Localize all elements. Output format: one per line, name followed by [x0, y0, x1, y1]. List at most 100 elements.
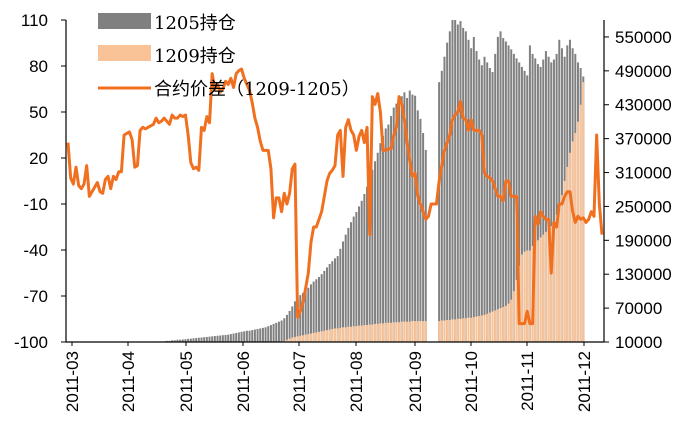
bar-1209持仓 [456, 318, 459, 342]
bar-1205持仓 [547, 56, 550, 342]
bar-1205持仓 [342, 241, 345, 342]
bar-1205持仓 [534, 58, 537, 342]
bar-1209持仓 [555, 214, 558, 342]
bar-1209持仓 [491, 311, 494, 342]
bar-1209持仓 [454, 319, 457, 342]
bar-1209持仓 [352, 326, 355, 342]
bar-1205持仓 [488, 68, 491, 343]
bar-1209持仓 [355, 326, 358, 342]
bar-1205持仓 [456, 24, 459, 343]
bar-1205持仓 [240, 331, 243, 342]
right-tick-label: 550000 [615, 28, 672, 47]
bar-1205持仓 [224, 334, 227, 342]
bar-1205持仓 [248, 330, 251, 342]
bar-1209持仓 [464, 318, 467, 342]
bar-1205持仓 [403, 92, 406, 342]
bar-1209持仓 [363, 325, 366, 342]
bar-1209持仓 [462, 318, 465, 342]
bar-1209持仓 [366, 325, 369, 342]
bar-1205持仓 [317, 277, 320, 342]
bar-1205持仓 [179, 339, 182, 342]
bar-1205持仓 [379, 143, 382, 342]
bar-1209持仓 [371, 324, 374, 342]
bar-1205持仓 [205, 336, 208, 342]
bar-1205持仓 [422, 132, 425, 342]
bar-1205持仓 [269, 325, 272, 342]
bar-1209持仓 [574, 132, 577, 342]
bar-1205持仓 [259, 328, 262, 342]
bar-1209持仓 [291, 337, 294, 342]
bar-1205持仓 [328, 264, 331, 342]
bar-1205持仓 [480, 65, 483, 342]
bar-1209持仓 [387, 322, 390, 342]
bar-1205持仓 [323, 270, 326, 342]
bar-1205持仓 [406, 97, 409, 343]
bar-1209持仓 [390, 322, 393, 342]
legend-label-spread: 合约价差（1209-1205） [154, 79, 360, 100]
bar-1205持仓 [261, 327, 264, 342]
bar-1209持仓 [350, 326, 353, 342]
bar-1209持仓 [422, 321, 425, 342]
x-tick-label: 2011-09 [406, 351, 425, 412]
bar-1205持仓 [478, 59, 481, 342]
bar-1205持仓 [496, 36, 499, 342]
bar-1209持仓 [398, 322, 401, 342]
bar-1205持仓 [467, 39, 470, 343]
left-tick-label: 80 [29, 57, 48, 76]
bar-1209持仓 [411, 321, 414, 342]
bar-1205持仓 [438, 82, 441, 342]
bar-1209持仓 [579, 104, 582, 343]
bar-1209持仓 [552, 222, 555, 342]
bar-1205持仓 [411, 94, 414, 342]
bar-1205持仓 [414, 95, 417, 342]
bar-1209持仓 [416, 321, 419, 342]
bar-1209持仓 [523, 251, 526, 342]
line-layer-spread [66, 67, 604, 326]
bar-1205持仓 [184, 339, 187, 342]
bar-1209持仓 [301, 335, 304, 342]
bar-1209持仓 [446, 319, 449, 342]
bar-1205持仓 [227, 334, 230, 342]
plot-frame [65, 20, 605, 343]
bar-1205持仓 [528, 45, 531, 343]
right-tick-label: 250000 [615, 197, 672, 216]
right-tick-label: 70000 [615, 299, 662, 318]
bar-1205持仓 [555, 53, 558, 342]
bar-1209持仓 [576, 121, 579, 343]
left-ticks: 110 80 50 20 -10 -40 -70 -100 [14, 11, 66, 352]
bar-1205持仓 [171, 340, 174, 342]
bar-1205持仓 [398, 99, 401, 342]
bar-1205持仓 [523, 70, 526, 342]
bar-1205持仓 [291, 306, 294, 342]
left-tick-label: -40 [23, 241, 48, 260]
bar-1209持仓 [347, 326, 350, 342]
x-ticks: 2011-03 2011-04 2011-05 2011-06 2011-07 2011-… [63, 342, 594, 412]
left-tick-label: 110 [21, 11, 48, 30]
bar-1205持仓 [491, 71, 494, 342]
bar-1205持仓 [339, 248, 342, 342]
legend-label-1209: 1209持仓 [154, 46, 236, 67]
bar-1209持仓 [328, 329, 331, 342]
bar-1205持仓 [243, 331, 246, 342]
bar-1205持仓 [216, 335, 219, 342]
right-tick-label: 10000 [615, 333, 662, 352]
bar-1205持仓 [285, 314, 288, 342]
bar-1205持仓 [293, 301, 296, 342]
bar-1205持仓 [264, 327, 267, 342]
bar-1209持仓 [526, 250, 529, 342]
bar-1205持仓 [416, 110, 419, 342]
bar-1205持仓 [392, 107, 395, 342]
bar-1209持仓 [480, 315, 483, 342]
bar-1209持仓 [568, 152, 571, 342]
bar-1205持仓 [470, 48, 473, 342]
bar-layer-1209 [67, 82, 585, 343]
left-tick-label: 20 [29, 149, 48, 168]
bar-1209持仓 [325, 330, 328, 342]
bar-1205持仓 [267, 326, 270, 342]
bar-1205持仓 [309, 284, 312, 342]
bar-1209持仓 [382, 323, 385, 342]
bar-1205持仓 [304, 290, 307, 342]
x-tick-label: 2011-04 [119, 351, 138, 412]
bar-1205持仓 [539, 66, 542, 342]
x-tick-label: 2011-07 [290, 351, 309, 412]
